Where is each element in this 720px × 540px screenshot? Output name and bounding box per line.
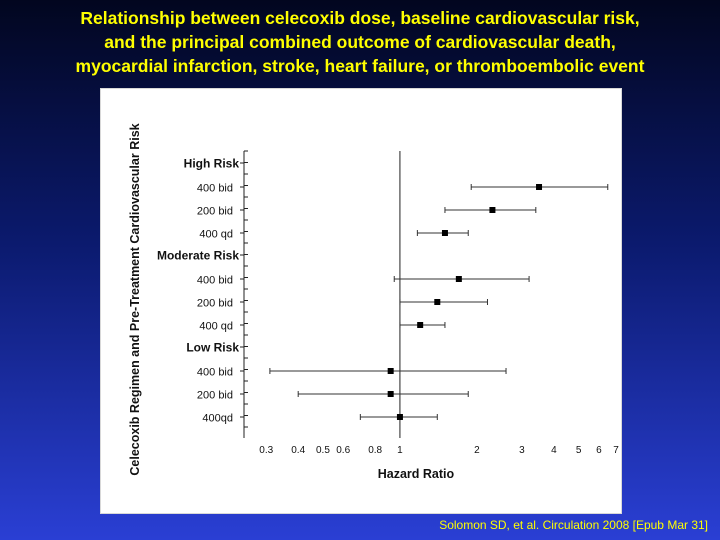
x-tick-label: 2 (474, 445, 480, 456)
hazard-ratio-point (455, 276, 462, 282)
slide-title-line-1: Relationship between celecoxib dose, bas… (80, 8, 640, 28)
slide-title-line-2: and the principal combined outcome of ca… (104, 32, 616, 52)
row-label: 200 bid (197, 390, 233, 402)
row-label: 400 bid (197, 183, 233, 195)
x-tick-label: 5 (576, 445, 582, 456)
hazard-ratio-point (434, 299, 441, 305)
x-tick-label: 0.8 (368, 445, 382, 456)
x-axis-title: Hazard Ratio (378, 467, 455, 481)
hazard-ratio-point (396, 414, 403, 420)
row-label: 200 bid (197, 298, 233, 310)
x-tick-label: 0.3 (259, 445, 273, 456)
forest-plot: Celecoxib Regimen and Pre-Treatment Card… (128, 123, 619, 481)
slide-title: Relationship between celecoxib dose, bas… (0, 6, 720, 78)
slide-title-line-3: myocardial infarction, stroke, heart fai… (75, 56, 645, 76)
group-label: Low Risk (186, 341, 239, 355)
group-label: Moderate Risk (157, 249, 239, 263)
x-tick-label: 3 (519, 445, 525, 456)
row-label: 400 qd (199, 229, 233, 241)
hazard-ratio-point (387, 368, 394, 374)
x-tick-label: 0.5 (316, 445, 330, 456)
x-tick-label: 7 (613, 445, 619, 456)
x-tick-label: 6 (596, 445, 602, 456)
row-label: 400 bid (197, 275, 233, 287)
hazard-ratio-point (441, 230, 448, 236)
hazard-ratio-point (417, 322, 424, 328)
y-axis-title: Celecoxib Regimen and Pre-Treatment Card… (128, 123, 142, 475)
row-label: 400qd (202, 413, 233, 425)
row-label: 200 bid (197, 206, 233, 218)
hazard-ratio-point (387, 391, 394, 397)
x-tick-label: 1 (397, 445, 403, 456)
x-tick-label: 0.4 (291, 445, 305, 456)
hazard-ratio-point (536, 184, 543, 190)
citation: Solomon SD, et al. Circulation 2008 [Epu… (439, 518, 708, 532)
x-tick-label: 4 (551, 445, 557, 456)
row-label: 400 bid (197, 367, 233, 379)
group-label: High Risk (184, 157, 240, 171)
forest-plot-panel: Celecoxib Regimen and Pre-Treatment Card… (100, 88, 622, 514)
row-label: 400 qd (199, 321, 233, 333)
x-tick-label: 0.6 (336, 445, 350, 456)
hazard-ratio-point (489, 207, 496, 213)
